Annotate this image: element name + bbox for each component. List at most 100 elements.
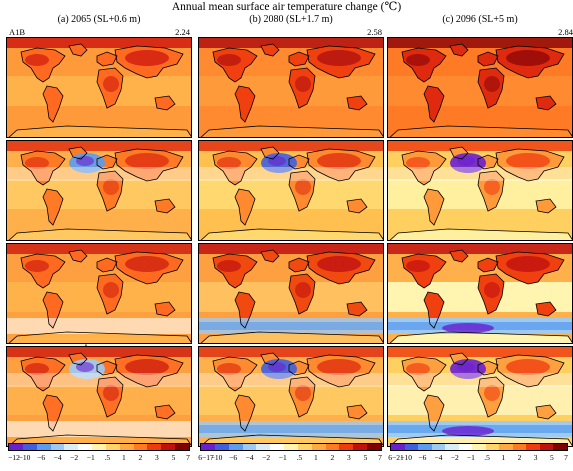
row-label-a1b: A1B: [9, 27, 26, 37]
colorbar-tick-label: .5: [104, 453, 111, 462]
southern-cooling: [199, 322, 383, 330]
colorbar-swatch: [242, 444, 257, 450]
colorbar-tick-label: 7: [186, 453, 190, 462]
colorbar-swatch: [78, 444, 93, 450]
warm-anomaly: [125, 359, 169, 375]
column-header-b: (b) 2080 (SL+1.7 m): [249, 14, 333, 25]
coastline: [154, 301, 176, 317]
colorbar-swatch: [228, 444, 243, 450]
coastline: [306, 45, 376, 79]
colorbar-swatch: [391, 444, 405, 450]
coastline: [449, 146, 469, 160]
warm-anomaly: [406, 157, 430, 169]
colorbar-swatch: [92, 444, 106, 450]
coastline: [96, 376, 124, 418]
coastline: [346, 95, 368, 111]
coastline: [288, 67, 316, 109]
land-fill: [69, 44, 87, 56]
cold-anomaly-core: [76, 156, 94, 166]
coastline: [42, 394, 64, 432]
map-surface: [388, 347, 572, 446]
coastline: [20, 356, 66, 392]
colorbar-swatch: [36, 444, 51, 450]
coastline: [535, 404, 557, 420]
colorbar-tick-label: 7: [564, 453, 568, 462]
coastline: [423, 85, 445, 123]
coastline: [260, 249, 280, 263]
colorbar-swatch: [214, 444, 229, 450]
warm-anomaly: [484, 179, 500, 195]
coastline: [495, 251, 565, 285]
colorbar-swatch: [431, 444, 446, 450]
land-fill: [201, 229, 383, 240]
coastline: [20, 150, 66, 186]
map-panel: [6, 346, 192, 447]
colorbar-tick-label: −10: [210, 453, 223, 462]
coastline: [477, 360, 499, 376]
column-header-c: (c) 2096 (SL+5 m): [442, 14, 518, 25]
colorbar-tick-label: 3: [347, 453, 351, 462]
coastline: [42, 291, 64, 329]
map-surface: [7, 347, 191, 446]
warm-anomaly: [217, 54, 241, 66]
land-fill: [536, 302, 556, 316]
warm-anomaly: [217, 363, 241, 375]
colorbar-swatch: [445, 444, 459, 450]
panel-value: 2.84: [558, 27, 573, 37]
coastline: [288, 154, 310, 170]
warm-anomaly: [217, 157, 241, 169]
colorbar-tick-label: −12: [8, 453, 20, 462]
land-fill: [235, 292, 255, 328]
coastline: [535, 301, 557, 317]
land-fill: [424, 189, 444, 225]
land-fill: [390, 229, 572, 240]
warm-anomaly: [125, 256, 169, 272]
coastline: [8, 331, 191, 343]
land-fill: [347, 199, 367, 213]
coastline: [68, 146, 88, 160]
southern-cooling: [7, 421, 191, 437]
coastline: [306, 251, 376, 285]
coastline: [477, 67, 505, 109]
coastline: [423, 394, 445, 432]
coastline: [288, 273, 316, 315]
land-fill: [9, 126, 191, 137]
coastline: [306, 148, 376, 182]
map-panel: [387, 346, 573, 447]
colorbar-swatch: [311, 444, 326, 450]
coastline: [260, 43, 280, 57]
map-panel: [6, 37, 192, 138]
coastline: [288, 51, 310, 67]
arctic-band: [388, 347, 572, 357]
land-fill: [261, 250, 279, 262]
warm-anomaly: [484, 76, 500, 92]
coastline: [389, 434, 572, 446]
colorbar-tick-label: −6: [229, 453, 238, 462]
warm-anomaly: [406, 363, 430, 375]
southern-cooling: [199, 425, 383, 433]
coastline: [389, 228, 572, 240]
colorbar-swatch: [133, 444, 148, 450]
map-surface: [7, 141, 191, 240]
warm-anomaly: [317, 256, 361, 272]
coastline: [288, 257, 310, 273]
coastline: [200, 125, 383, 137]
map-surface: [199, 38, 383, 137]
coastline: [346, 404, 368, 420]
map-surface: [388, 38, 572, 137]
coastline: [477, 51, 499, 67]
colorbar-swatch: [485, 444, 500, 450]
land-fill: [69, 250, 87, 262]
colorbar-swatch: [50, 444, 65, 450]
colorbar-swatch: [418, 444, 432, 450]
warm-anomaly: [484, 282, 500, 298]
figure-title: Annual mean surface air temperature chan…: [171, 1, 402, 13]
map-surface: [7, 244, 191, 343]
land-fill: [450, 44, 468, 56]
arctic-band: [7, 347, 191, 357]
colorbar-tick-label: −1: [466, 453, 475, 462]
coastline: [212, 150, 258, 186]
land-fill: [43, 395, 63, 431]
arctic-band: [388, 141, 572, 151]
coastline: [495, 354, 565, 388]
